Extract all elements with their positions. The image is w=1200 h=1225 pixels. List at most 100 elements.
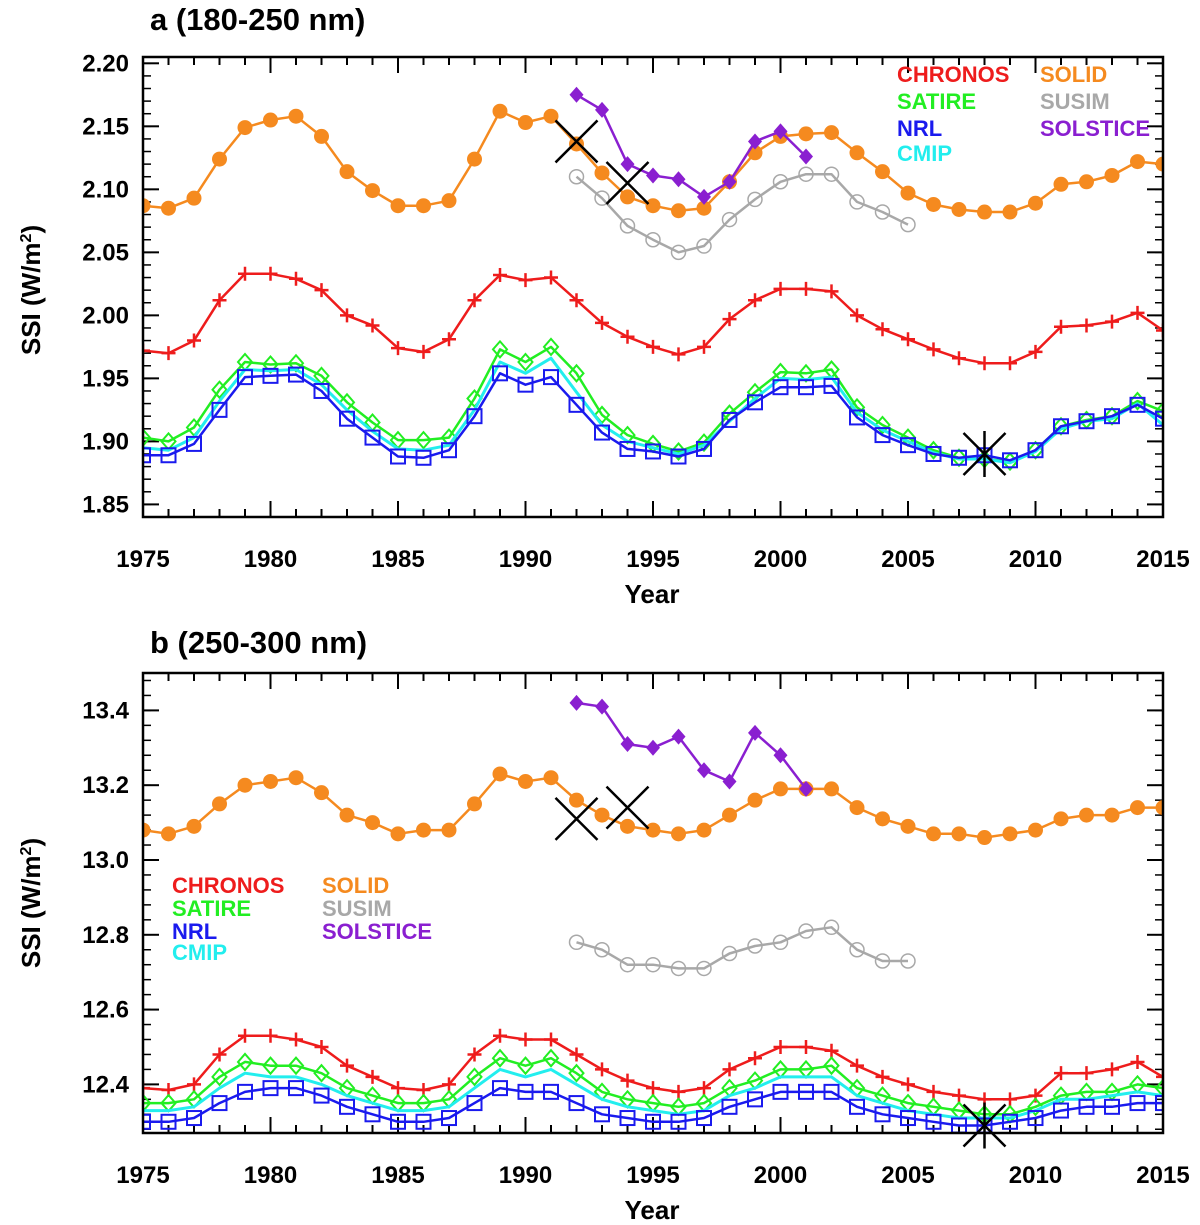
panel-b-xtick-label: 2010	[1009, 1162, 1062, 1189]
panel-b-series-nrl-point	[568, 1095, 585, 1112]
panel-b-series-chronos-point	[238, 1028, 252, 1043]
panel-b-series-solstice-point	[722, 773, 737, 790]
panel-a-series-solid-point	[900, 185, 916, 201]
panel-a-series-susim-point	[670, 244, 687, 261]
panel-a-series-nrl-point	[441, 442, 457, 459]
panel-b-series-nrl-point	[1002, 1113, 1018, 1130]
panel-a-series-solid-point	[339, 164, 355, 180]
panel-b-series-nrl-point	[670, 1113, 687, 1130]
panel-b-series-nrl-point	[594, 1106, 610, 1123]
panel-b-series-solid-point	[339, 807, 355, 823]
panel-b-series-solid-point	[671, 826, 686, 842]
panel-b-series-satire-point	[542, 1048, 560, 1068]
panel-b-series-susim-point	[747, 938, 763, 954]
panel-a-series-susim	[568, 166, 916, 261]
panel-b-series-chronos-point	[722, 1062, 737, 1077]
panel-a-series-satire-point	[1154, 401, 1163, 421]
panel-b-ytick-label: 13.0	[82, 847, 129, 874]
panel-b-series-susim-point	[900, 953, 916, 969]
panel-a-xtick-label: 1985	[371, 546, 424, 573]
panel-a-series-nrl-point	[1078, 413, 1095, 430]
panel-a-series-chronos-point	[161, 346, 176, 361]
panel-b-series-nrl-point	[543, 1083, 559, 1100]
panel-b-series-nrl-point	[1053, 1102, 1069, 1119]
panel-b-ylabel-end: )	[16, 838, 46, 847]
panel-a: a (180-250 nm) Year SSI (W/m2) 1975 1980 1…	[16, 2, 1190, 609]
panel-a-series-nrl-point	[262, 367, 279, 384]
panel-a-star-marker	[962, 430, 1007, 477]
panel-b-series-nrl-point	[1155, 1095, 1163, 1112]
panel-b-series-solid-point	[875, 811, 890, 827]
panel-a-series-nrl-point	[186, 435, 202, 452]
panel-a-series-nrl-point	[237, 369, 253, 386]
panel-a-series-nrl-point	[772, 379, 789, 396]
panel-a-xtick-label: 1975	[116, 546, 169, 573]
panel-a-frame	[141, 55, 1165, 519]
panel-b-series-nrl-point	[517, 1083, 534, 1100]
panel-b-series-nrl-point	[211, 1095, 228, 1112]
panel-b-series-chronos-point	[143, 1081, 150, 1096]
panel-a-series-cmip	[143, 356, 1163, 465]
panel-b-series-chronos-point	[340, 1058, 354, 1073]
panel-a-series-solid-point	[518, 115, 533, 131]
panel-b-series-susim-point	[670, 960, 687, 977]
panel-a-series-chronos-point	[952, 351, 966, 366]
panel-a-series-solid-point	[492, 103, 508, 119]
panel-b-series-satire-point	[313, 1063, 330, 1083]
panel-b-series-solstice-point	[773, 747, 788, 764]
panel-a-series-solstice-point	[569, 86, 584, 103]
panel-a-xtick-label: 2010	[1009, 546, 1062, 573]
panel-a-ytick-label: 1.85	[82, 491, 129, 518]
panel-a-series-chronos-point	[901, 332, 915, 347]
panel-b-series-nrl-point	[262, 1080, 279, 1097]
panel-b-ytick-label: 12.8	[82, 922, 129, 949]
panel-b-series-nrl-point	[288, 1080, 304, 1097]
panel-b-series-chronos-point	[442, 1077, 456, 1092]
panel-b-series-solid-point	[518, 773, 533, 789]
panel-a-ytick-label: 2.10	[82, 176, 129, 203]
panel-a-cross-marker	[554, 119, 599, 164]
panel-a-series-satire-point	[415, 430, 432, 450]
panel-a-series-solstice-point	[773, 123, 788, 140]
panel-a-xtick-label: 2000	[754, 546, 807, 573]
panel-b-ylabel: SSI (W/m2)	[16, 838, 46, 968]
panel-b-ytick-label: 13.4	[82, 697, 129, 724]
panel-a-series-chronos-point	[620, 329, 635, 344]
panel-a-series-chronos-point	[442, 332, 456, 347]
panel-b-series-nrl-point	[619, 1110, 636, 1127]
panel-b-xtick-label: 1985	[371, 1162, 424, 1189]
panel-a-series-susim-point	[696, 238, 712, 254]
panel-a-series-satire-point	[517, 352, 534, 372]
panel-b-legend-susim: SUSIM	[322, 896, 392, 921]
panel-b-series-solid-point	[288, 770, 304, 786]
panel-a-series-solid-point	[1028, 195, 1043, 211]
panel-a-series-solid-point	[1002, 204, 1018, 220]
panel-b-series-chronos-point	[620, 1073, 635, 1088]
panel-a-series-chronos-point	[875, 322, 890, 337]
panel-b-series-solid-point	[977, 830, 992, 846]
panel-b-series-solid-point	[390, 826, 406, 842]
panel-b-ylabel-text: SSI (W/m	[16, 855, 46, 968]
panel-b-series-solid-point	[416, 822, 431, 838]
panel-a-series-nrl-point	[1155, 410, 1163, 427]
panel-a-ytick-label: 2.20	[82, 50, 129, 77]
panel-a-series-solstice-point	[799, 148, 813, 165]
panel-a-series-chronos-point	[544, 270, 558, 285]
panel-b-series-satire-point	[466, 1067, 483, 1087]
panel-a-ylabel-sup: 2	[18, 233, 35, 242]
panel-b-series-satire-point	[211, 1067, 228, 1087]
panel-b-series-chronos-point	[901, 1077, 915, 1092]
panel-b-series-solid	[143, 766, 1163, 846]
panel-b-series-solid-point	[161, 826, 176, 842]
panel-b-xlabel: Year	[625, 1195, 680, 1225]
panel-b-series-solid-point	[237, 777, 253, 793]
panel-a-xtick-label: 2015	[1136, 546, 1189, 573]
panel-a-series-solid-point	[1155, 156, 1163, 172]
panel-a-series-solid-point	[365, 183, 380, 199]
panel-a-series-chronos-point	[595, 315, 609, 330]
panel-b-xtick-label: 2000	[754, 1162, 807, 1189]
panel-b-series-solid-point	[926, 826, 941, 842]
panel-b-series-nrl-point	[415, 1113, 432, 1130]
panel-a-series-solstice-point	[722, 173, 737, 190]
panel-a-series-nrl-point	[160, 447, 177, 464]
